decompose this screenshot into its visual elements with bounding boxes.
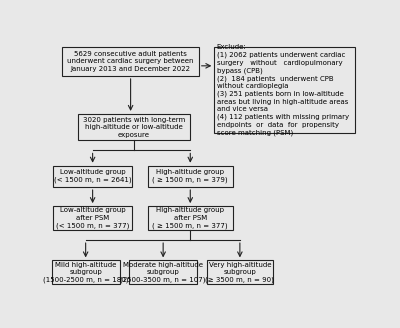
FancyBboxPatch shape xyxy=(148,206,233,230)
Text: Moderate high-altitude
subgroup
(2500-3500 m, n = 107): Moderate high-altitude subgroup (2500-35… xyxy=(120,262,206,283)
Text: High-altitude group
( ≥ 1500 m, n = 379): High-altitude group ( ≥ 1500 m, n = 379) xyxy=(152,169,228,183)
FancyBboxPatch shape xyxy=(206,260,273,284)
Text: Exclude:
(1) 2062 patients underwent cardiac
surgery   without   cardiopulmonary: Exclude: (1) 2062 patients underwent car… xyxy=(217,44,349,135)
FancyBboxPatch shape xyxy=(53,166,132,187)
Text: Very high-altitude
subgroup
(≥ 3500 m, n = 90): Very high-altitude subgroup (≥ 3500 m, n… xyxy=(206,262,274,283)
FancyBboxPatch shape xyxy=(78,114,190,140)
Text: Low-altitude group
(< 1500 m, n = 2641): Low-altitude group (< 1500 m, n = 2641) xyxy=(54,169,132,183)
Text: Low-altitude group
after PSM
(< 1500 m, n = 377): Low-altitude group after PSM (< 1500 m, … xyxy=(56,207,129,229)
Text: Mild high-altitude
subgroup
(1500-2500 m, n = 180): Mild high-altitude subgroup (1500-2500 m… xyxy=(43,262,128,283)
FancyBboxPatch shape xyxy=(62,47,199,76)
FancyBboxPatch shape xyxy=(148,166,233,187)
FancyBboxPatch shape xyxy=(53,206,132,230)
FancyBboxPatch shape xyxy=(129,260,197,284)
Text: 5629 consecutive adult patients
underwent cardiac surgery between
January 2013 a: 5629 consecutive adult patients underwen… xyxy=(67,51,194,72)
Text: 3020 patients with long-term
high-altitude or low-altitude
exposure: 3020 patients with long-term high-altitu… xyxy=(82,117,185,138)
FancyBboxPatch shape xyxy=(214,47,355,133)
Text: High-altitude group
after PSM
( ≥ 1500 m, n = 377): High-altitude group after PSM ( ≥ 1500 m… xyxy=(152,207,228,229)
FancyBboxPatch shape xyxy=(52,260,120,284)
